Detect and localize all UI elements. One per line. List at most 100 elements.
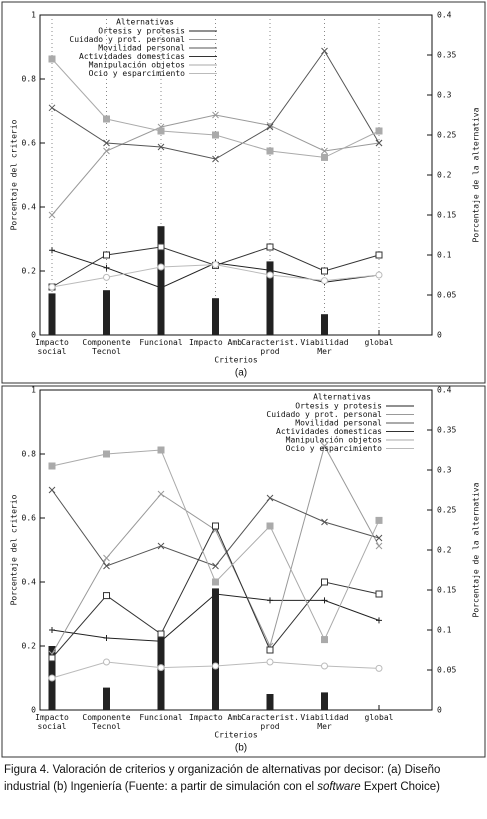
point-marker — [321, 267, 328, 275]
x-tick-label: Caracterist. prod — [241, 338, 299, 356]
y2-tick-label: 0.1 — [437, 251, 452, 260]
point-marker — [103, 115, 110, 123]
x-tick-label: Funcional — [139, 713, 183, 722]
point-marker — [375, 127, 383, 135]
legend-title: Alternativas — [313, 393, 371, 402]
point-marker — [157, 127, 165, 135]
legend-title: Alternativas — [116, 18, 174, 27]
bar — [48, 293, 56, 335]
x-tick-label: Viabilidad Mer — [300, 713, 349, 731]
y-tick-label: 0.4 — [22, 203, 37, 212]
point-marker — [321, 47, 328, 55]
bar — [212, 298, 219, 335]
bar — [157, 633, 165, 710]
y-tick-label: 1 — [31, 11, 36, 20]
point-marker — [157, 664, 165, 672]
x-tick-label: Funcional — [139, 338, 183, 347]
y-tick-label: 0.4 — [22, 578, 37, 587]
bar — [321, 314, 328, 335]
legend-label: Cuidado y prot. personal — [69, 35, 185, 44]
point-marker — [375, 251, 383, 259]
bar — [266, 261, 274, 335]
point-marker — [157, 446, 165, 454]
point-marker — [321, 636, 328, 644]
point-marker — [158, 284, 164, 291]
panel-label: (b) — [235, 743, 247, 754]
point-marker — [321, 442, 328, 450]
y2-tick-label: 0.3 — [437, 466, 452, 475]
y2-tick-label: 0 — [437, 706, 442, 715]
y2-tick-label: 0.15 — [437, 586, 456, 595]
bar — [266, 694, 274, 710]
y2-tick-label: 0.05 — [437, 666, 456, 675]
point-marker — [266, 658, 274, 666]
y-axis-label: Porcentaje del criterio — [10, 119, 19, 230]
legend-label: Ortesis y protesis — [295, 402, 382, 411]
point-marker — [49, 627, 55, 633]
point-marker — [266, 646, 274, 654]
point-marker — [157, 630, 165, 638]
y2-axis-label: Porcentaje de la alternativa — [472, 482, 481, 617]
caption-text: Figura 4. Valoración de criterios y orga… — [4, 764, 441, 793]
point-marker — [103, 264, 110, 271]
point-marker — [48, 55, 56, 63]
point-marker — [103, 139, 110, 147]
y2-tick-label: 0 — [437, 331, 442, 340]
point-marker — [103, 251, 110, 259]
y2-tick-label: 0.25 — [437, 131, 456, 140]
legend-label: Manipulación objetos — [89, 60, 186, 70]
point-marker — [212, 562, 219, 570]
point-marker — [321, 597, 328, 604]
point-marker — [157, 243, 165, 251]
point-marker — [321, 518, 328, 526]
point-marker — [103, 592, 110, 600]
point-marker — [266, 123, 274, 131]
point-marker — [158, 638, 164, 645]
point-marker — [103, 147, 110, 155]
point-marker — [267, 597, 273, 604]
point-marker — [212, 522, 219, 530]
point-marker — [49, 247, 55, 254]
point-marker — [103, 635, 110, 641]
x-tick-label: Impacto social — [35, 713, 69, 731]
point-marker — [321, 578, 328, 586]
y2-tick-label: 0.1 — [437, 626, 452, 635]
y2-tick-label: 0.25 — [437, 506, 456, 515]
bar — [321, 692, 328, 710]
y2-axis-label: Porcentaje de la alternativa — [472, 107, 481, 242]
point-marker — [266, 147, 274, 155]
y2-tick-label: 0.35 — [437, 51, 456, 60]
point-marker — [375, 534, 383, 542]
bar — [103, 687, 110, 710]
y2-tick-label: 0.35 — [437, 426, 456, 435]
legend-label: Actividades domesticas — [276, 427, 382, 436]
x-tick-label: global — [364, 713, 394, 722]
x-tick-label: Impacto social — [35, 338, 69, 356]
point-marker — [157, 490, 165, 498]
point-marker — [375, 271, 383, 279]
legend-label: Ocio y esparcimiento — [286, 444, 383, 453]
point-marker — [103, 658, 110, 666]
point-marker — [48, 462, 56, 470]
y-tick-label: 0.6 — [22, 139, 37, 148]
y2-tick-label: 0.2 — [437, 546, 452, 555]
y-tick-label: 0 — [31, 706, 36, 715]
point-marker — [321, 153, 328, 161]
x-axis-label: Criterios — [214, 356, 258, 365]
point-marker — [103, 554, 110, 562]
y2-tick-label: 0.4 — [437, 11, 452, 20]
y-tick-label: 0.8 — [22, 75, 37, 84]
point-marker — [212, 662, 219, 670]
x-tick-label: Caracterist. prod — [241, 713, 299, 731]
point-marker — [375, 664, 383, 672]
point-marker — [103, 450, 110, 458]
point-marker — [212, 155, 219, 163]
point-marker — [157, 542, 165, 550]
y-tick-label: 1 — [31, 386, 36, 395]
y2-tick-label: 0.05 — [437, 291, 456, 300]
panel-label: (a) — [235, 368, 247, 379]
point-marker — [212, 131, 219, 139]
caption-end: Expert Choice) — [360, 781, 440, 793]
y2-tick-label: 0.3 — [437, 91, 452, 100]
